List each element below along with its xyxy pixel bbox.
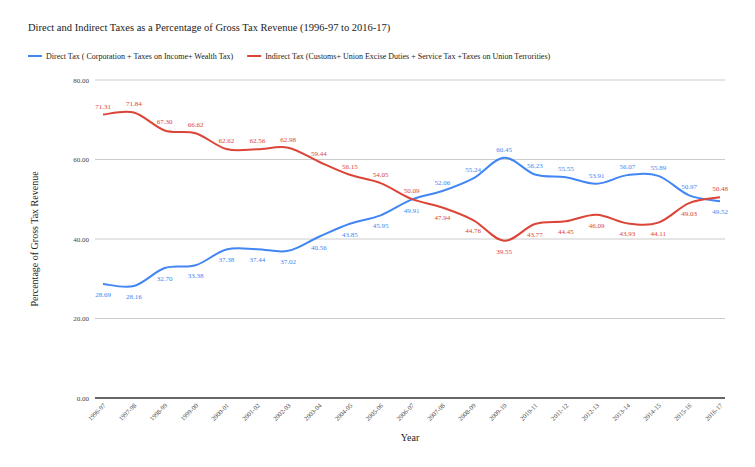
- grid-line: [95, 159, 725, 160]
- background: [0, 0, 755, 467]
- legend-label: Indirect Tax (Customs+ Union Excise Duti…: [265, 52, 550, 61]
- data-label: 52.06: [434, 179, 450, 187]
- data-label: 39.55: [496, 248, 512, 256]
- data-label: 46.09: [589, 222, 605, 230]
- x-tick-label: 2008-09: [457, 402, 477, 422]
- x-tick-label: 2013-14: [611, 401, 632, 422]
- x-tick-label: 1996-97: [86, 401, 107, 422]
- x-tick-label: 2016-17: [703, 401, 724, 422]
- data-label: 56.23: [527, 162, 543, 170]
- data-label: 43.93: [620, 230, 636, 238]
- data-label: 43.77: [527, 231, 543, 239]
- legend-swatch: [28, 55, 42, 57]
- x-tick-label: 2006-07: [395, 401, 416, 422]
- data-label: 62.56: [249, 137, 265, 145]
- y-tick-label: 40.00: [73, 236, 89, 244]
- data-label: 28.69: [95, 291, 111, 299]
- grid-line: [95, 80, 725, 81]
- x-tick-label: 1998-99: [148, 402, 168, 422]
- data-label: 55.89: [650, 164, 666, 172]
- x-tick-label: 2011-12: [549, 402, 569, 422]
- data-label: 37.02: [280, 258, 296, 266]
- data-label: 44.11: [651, 230, 667, 238]
- chart-title: Direct and Indirect Taxes as a Percentag…: [28, 22, 391, 34]
- x-axis-title: Year: [401, 432, 420, 443]
- grid-line: [95, 318, 725, 319]
- x-tick-label: 1999-00: [179, 402, 199, 422]
- data-label: 59.44: [311, 150, 327, 158]
- data-label: 33.38: [188, 272, 204, 280]
- data-label: 67.30: [157, 118, 173, 126]
- y-tick-label: 60.00: [73, 156, 89, 164]
- data-label: 37.44: [249, 256, 265, 264]
- data-label: 55.55: [558, 165, 574, 173]
- data-label: 50.48: [712, 185, 728, 193]
- y-axis-title: Percentage of Gross Tax Revenue: [29, 171, 40, 307]
- x-tick-label: 2015-16: [673, 401, 694, 422]
- data-label: 55.24: [465, 166, 481, 174]
- x-tick-label: 2002-03: [272, 402, 292, 422]
- data-label: 60.45: [496, 146, 512, 154]
- data-label: 49.03: [681, 210, 697, 218]
- data-label: 50.09: [404, 187, 420, 195]
- grid-line: [95, 239, 725, 240]
- x-tick-label: 2001-02: [241, 402, 261, 422]
- data-label: 66.62: [188, 121, 204, 129]
- data-label: 32.70: [157, 275, 173, 283]
- data-label: 56.15: [342, 163, 358, 171]
- x-tick-label: 2014-15: [642, 402, 662, 422]
- legend-label: Direct Tax ( Corporation + Taxes on Inco…: [46, 52, 234, 61]
- y-tick-label: 0.00: [77, 395, 90, 403]
- data-label: 71.31: [95, 103, 111, 111]
- data-label: 37.38: [219, 256, 235, 264]
- data-label: 40.56: [311, 244, 327, 252]
- data-label: 28.16: [126, 293, 142, 301]
- chart-svg: Direct and Indirect Taxes as a Percentag…: [0, 0, 755, 467]
- data-label: 62.62: [219, 137, 235, 145]
- x-tick-label: 2005-06: [364, 401, 385, 422]
- data-label: 49.91: [404, 207, 420, 215]
- data-label: 44.45: [558, 228, 574, 236]
- x-tick-label: 2003-04: [302, 401, 323, 422]
- data-label: 62.98: [280, 136, 296, 144]
- series-line: [103, 158, 720, 287]
- data-label: 45.95: [373, 222, 389, 230]
- x-tick-label: 2007-08: [426, 402, 446, 422]
- plot-area: [103, 112, 720, 287]
- legend-swatch: [247, 55, 261, 57]
- data-label: 43.85: [342, 231, 358, 239]
- x-tick-label: 2010-11: [518, 402, 538, 422]
- x-axis-line: [95, 398, 725, 399]
- data-label: 53.91: [589, 172, 605, 180]
- data-label: 49.52: [712, 208, 728, 216]
- data-label: 71.84: [126, 100, 142, 108]
- y-tick-label: 20.00: [73, 315, 89, 323]
- data-label: 56.07: [620, 163, 636, 171]
- series-line: [103, 112, 720, 241]
- data-label: 54.05: [373, 171, 389, 179]
- x-tick-label: 2004-05: [333, 402, 353, 422]
- x-tick-label: 2000-01: [210, 402, 230, 422]
- x-tick-label: 1997-98: [117, 402, 137, 422]
- data-label: 47.94: [434, 214, 450, 222]
- x-tick-label: 2009-10: [487, 402, 507, 422]
- chart-container: Direct and Indirect Taxes as a Percentag…: [0, 0, 755, 467]
- grid-line: [95, 398, 725, 399]
- x-tick-label: 2012-13: [580, 402, 600, 422]
- data-label: 44.76: [465, 227, 481, 235]
- data-label: 50.97: [681, 183, 697, 191]
- y-tick-label: 80.00: [73, 77, 89, 85]
